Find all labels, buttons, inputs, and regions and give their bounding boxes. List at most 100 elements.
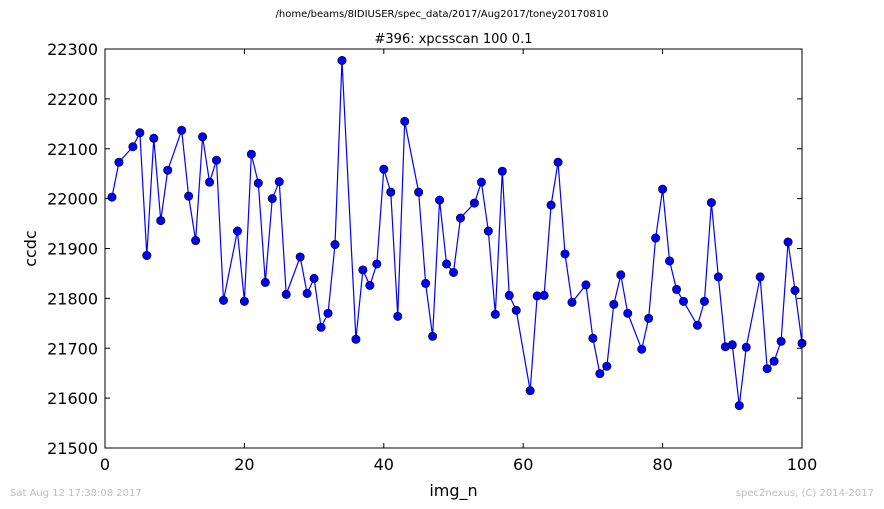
data-point (539, 290, 549, 300)
data-point (260, 277, 270, 287)
data-point (358, 265, 368, 275)
data-point (281, 289, 291, 299)
data-point (525, 386, 535, 396)
y-tick-label: 21500 (47, 439, 98, 458)
data-point (295, 252, 305, 262)
data-point (616, 270, 626, 280)
data-point (706, 198, 716, 208)
data-point (553, 157, 563, 167)
data-point (435, 195, 445, 205)
y-tick-label: 22100 (47, 140, 98, 159)
data-point (644, 313, 654, 323)
data-point (651, 233, 661, 243)
data-point (184, 191, 194, 201)
y-tick-label: 21900 (47, 240, 98, 259)
data-point (267, 194, 277, 204)
chart-title: #396: xpcsscan 100 0.1 (375, 32, 533, 47)
data-point (379, 164, 389, 174)
data-point (309, 273, 319, 283)
data-point (414, 187, 424, 197)
x-axis-label: img_n (429, 481, 477, 501)
data-point (483, 226, 493, 236)
data-point (218, 295, 228, 305)
y-tick-label: 22200 (47, 90, 98, 109)
data-point (490, 309, 500, 319)
data-point (679, 296, 689, 306)
x-tick-label: 40 (374, 455, 394, 474)
data-point (253, 178, 263, 188)
data-point (713, 272, 723, 282)
series-line (111, 60, 803, 406)
data-point (699, 296, 709, 306)
y-tick-label: 21800 (47, 289, 98, 308)
y-tick-label: 21700 (47, 339, 98, 358)
data-point (665, 256, 675, 266)
data-point (421, 278, 431, 288)
data-point (302, 288, 312, 298)
data-point (274, 177, 284, 187)
data-point (504, 290, 514, 300)
data-point (372, 259, 382, 269)
data-point (212, 155, 222, 165)
data-point (191, 236, 201, 246)
data-point (246, 149, 256, 159)
data-point (316, 322, 326, 332)
data-point (135, 128, 145, 138)
x-tick-label: 80 (652, 455, 672, 474)
data-point (428, 331, 438, 341)
data-point (741, 342, 751, 352)
data-point (442, 259, 452, 269)
data-point (128, 142, 138, 152)
data-point (497, 166, 507, 176)
data-point (588, 333, 598, 343)
y-tick-label: 21600 (47, 389, 98, 408)
data-point (511, 305, 521, 315)
figure-suptitle: /home/beams/8IDIUSER/spec_data/2017/Aug2… (275, 9, 609, 20)
plot-frame (104, 48, 803, 449)
data-point (672, 284, 682, 294)
data-point (400, 116, 410, 126)
data-point (365, 280, 375, 290)
data-point (448, 267, 458, 277)
data-point (595, 369, 605, 379)
data-point (163, 165, 173, 175)
data-point (560, 249, 570, 259)
data-point (776, 336, 786, 346)
data-point (609, 299, 619, 309)
data-point (727, 340, 737, 350)
y-tick-label: 22300 (47, 40, 98, 59)
data-point (581, 280, 591, 290)
x-tick-label: 0 (100, 455, 110, 474)
y-axis-label: ccdc (21, 230, 40, 267)
footer-timestamp: Sat Aug 12 17:38:08 2017 (10, 488, 142, 499)
data-point (546, 200, 556, 210)
data-point (239, 296, 249, 306)
data-point (351, 334, 361, 344)
data-point (330, 240, 340, 250)
data-point (198, 132, 208, 142)
data-point (755, 272, 765, 282)
data-point (386, 187, 396, 197)
y-tick-label: 22000 (47, 190, 98, 209)
data-point (658, 184, 668, 194)
data-point (637, 344, 647, 354)
data-point (455, 213, 465, 223)
data-point (567, 297, 577, 307)
data-point (114, 157, 124, 167)
data-point (156, 216, 166, 226)
data-point (602, 361, 612, 371)
data-point (323, 308, 333, 318)
x-tick-label: 20 (234, 455, 254, 474)
data-point (783, 237, 793, 247)
data-point (762, 364, 772, 374)
data-point (232, 226, 242, 236)
data-point (769, 356, 779, 366)
data-point (177, 125, 187, 135)
data-point (476, 177, 486, 187)
data-point (790, 285, 800, 295)
data-point (205, 177, 215, 187)
data-point (734, 401, 744, 411)
data-point (107, 192, 117, 202)
